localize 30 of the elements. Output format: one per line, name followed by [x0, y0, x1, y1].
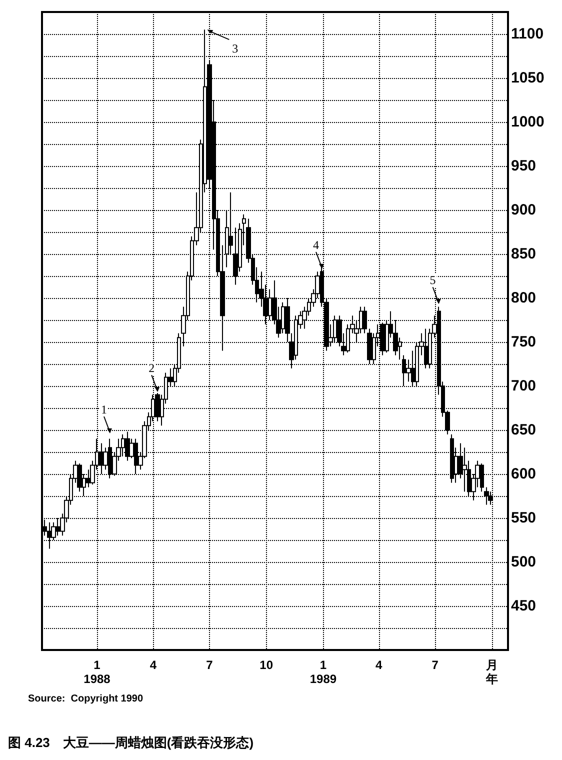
- x-tick-label: 月年: [484, 658, 498, 686]
- x-tick-label: 10: [260, 658, 274, 672]
- y-tick-label: 750: [511, 334, 536, 350]
- x-tick-label: 4: [150, 658, 157, 672]
- caption: 图 4.23 大豆——周蜡烛图(看跌吞没形态): [8, 735, 254, 750]
- y-tick-label: 1100: [511, 26, 544, 42]
- y-tick-label: 800: [511, 290, 536, 306]
- candlestick: [99, 442, 104, 474]
- annotation: 1: [100, 402, 107, 416]
- x-tick-label: 4: [375, 658, 382, 672]
- y-tick-label: 850: [511, 246, 536, 262]
- y-tick-label: 600: [511, 466, 536, 482]
- annotation: 2: [148, 361, 155, 376]
- y-tick-label: 1050: [511, 70, 544, 86]
- x-tick-label: 7: [432, 658, 439, 672]
- y-tick-label: 500: [511, 554, 536, 570]
- y-tick-label: 950: [511, 158, 536, 174]
- y-tick-label: 450: [511, 598, 536, 614]
- y-tick-label: 700: [511, 378, 536, 394]
- y-tick-label: 900: [511, 202, 536, 218]
- annotation: 4: [312, 238, 319, 252]
- source-note: Source: Copyright 1990: [28, 694, 144, 704]
- annotation: 3: [232, 42, 238, 56]
- y-tick-label: 650: [511, 422, 536, 438]
- x-tick-label: 7: [206, 658, 214, 672]
- y-tick-label: 1000: [511, 114, 544, 130]
- x-tick-label: 1 1989: [310, 658, 337, 686]
- annotation: 5: [430, 273, 436, 288]
- x-tick-label: 1 1988: [84, 658, 111, 686]
- y-tick-label: 550: [511, 510, 536, 526]
